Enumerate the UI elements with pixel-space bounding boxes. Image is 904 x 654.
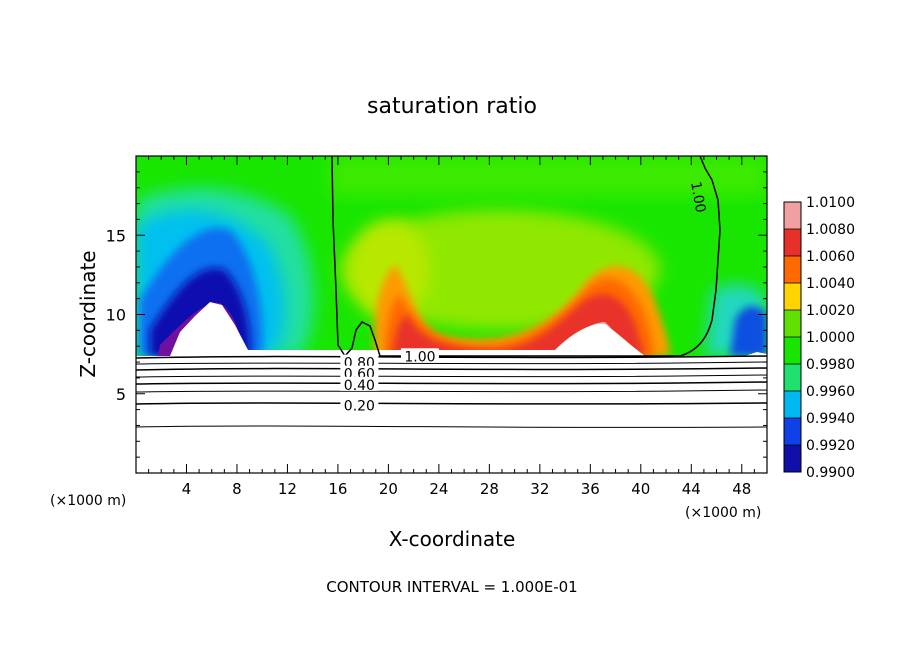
- colorbar-label: 0.9920: [806, 438, 855, 454]
- colorbar-label: 0.9940: [806, 411, 855, 427]
- x-tick-label: 28: [480, 480, 499, 498]
- x-tick-label: 24: [429, 480, 448, 498]
- colorbar-swatch: [784, 391, 801, 418]
- contour-labels: 1.001.000.800.600.400.20: [340, 180, 708, 414]
- x-tick-label: 36: [581, 480, 600, 498]
- colorbar-swatch: [784, 337, 801, 364]
- colorbar-label: 1.0000: [806, 330, 855, 346]
- x-unit-left: (×1000 m): [50, 493, 126, 509]
- x-tick-label: 8: [232, 480, 242, 498]
- contour-label-bg: [340, 365, 379, 380]
- contour-line: [136, 425, 767, 428]
- contour-line: [136, 381, 767, 385]
- contour-label-bg: [340, 397, 379, 412]
- contour-label-bg: [340, 354, 379, 369]
- colorbar-swatch: [784, 445, 801, 472]
- x-tick-label: 16: [328, 480, 347, 498]
- plot-area: [136, 156, 767, 473]
- y-tick-label: 10: [106, 306, 126, 325]
- x-tick-label: 12: [278, 480, 297, 498]
- contour-interval-note: CONTOUR INTERVAL = 1.000E-01: [326, 578, 577, 596]
- field-mask: [136, 302, 767, 473]
- contour-label-group: 0.20: [340, 397, 379, 414]
- field-yellow-green-left: [350, 220, 430, 320]
- colorbar-swatch: [784, 364, 801, 391]
- y-axis: 5 10 15: [106, 171, 767, 458]
- contour-label-bg: [340, 376, 379, 391]
- colorbar: 1.0100 1.0080 1.0060 1.0040 1.0020 1.0000 0.99…: [783, 195, 855, 481]
- contour-line: [136, 374, 767, 378]
- x-tick-label: 44: [682, 480, 701, 498]
- y-axis-label: Z-coordinate: [76, 250, 100, 377]
- x-tick-label: 4: [182, 480, 192, 498]
- x-tick-label: 48: [732, 480, 751, 498]
- field-top-band: [330, 156, 767, 196]
- contour-line: [136, 367, 767, 371]
- colorbar-label: 0.9980: [806, 357, 855, 373]
- contour-label: 0.40: [344, 378, 375, 394]
- contour-line: [136, 361, 767, 365]
- contour-label-group: 1.00: [400, 348, 439, 365]
- contour-label: 0.20: [344, 398, 375, 414]
- colorbar-swatch: [784, 310, 801, 337]
- x-tick-label: 20: [379, 480, 398, 498]
- x-axis-label: X-coordinate: [389, 527, 516, 551]
- y-tick-label: 15: [106, 226, 126, 245]
- field-dry-right-blue: [730, 306, 767, 356]
- x-axis: 4 8 12 16 20 24 28 32 36 40 44 48: [148, 156, 755, 498]
- contour-line: [136, 389, 767, 393]
- x-unit-right: (×1000 m): [685, 505, 761, 521]
- colorbar-label: 0.9900: [806, 465, 855, 481]
- contour-line: [136, 402, 767, 405]
- contour-label-bg: [400, 348, 439, 363]
- colorbar-label: 1.0060: [806, 249, 855, 265]
- y-tick-label: 5: [116, 385, 126, 404]
- colorbar-label: 1.0020: [806, 303, 855, 319]
- chart-title: saturation ratio: [367, 94, 537, 119]
- colorbar-label: 1.0040: [806, 276, 855, 292]
- colorbar-swatch: [784, 202, 801, 229]
- contour-label-group: 0.40: [340, 376, 379, 394]
- contour-label-group: 1.00: [687, 180, 708, 213]
- colorbar-label: 1.0100: [806, 195, 855, 211]
- colorbar-label: 0.9960: [806, 384, 855, 400]
- colorbar-label: 1.0080: [806, 222, 855, 238]
- x-tick-label: 40: [631, 480, 650, 498]
- colorbar-swatch: [784, 256, 801, 283]
- colorbar-swatch: [784, 229, 801, 256]
- contour-label: 1.00: [404, 349, 435, 365]
- colorbar-swatch: [784, 418, 801, 445]
- contour-1.00-cloud: [331, 156, 721, 358]
- x-tick-label: 32: [530, 480, 549, 498]
- colorbar-swatch: [784, 283, 801, 310]
- contour-label: 1.00: [687, 180, 708, 213]
